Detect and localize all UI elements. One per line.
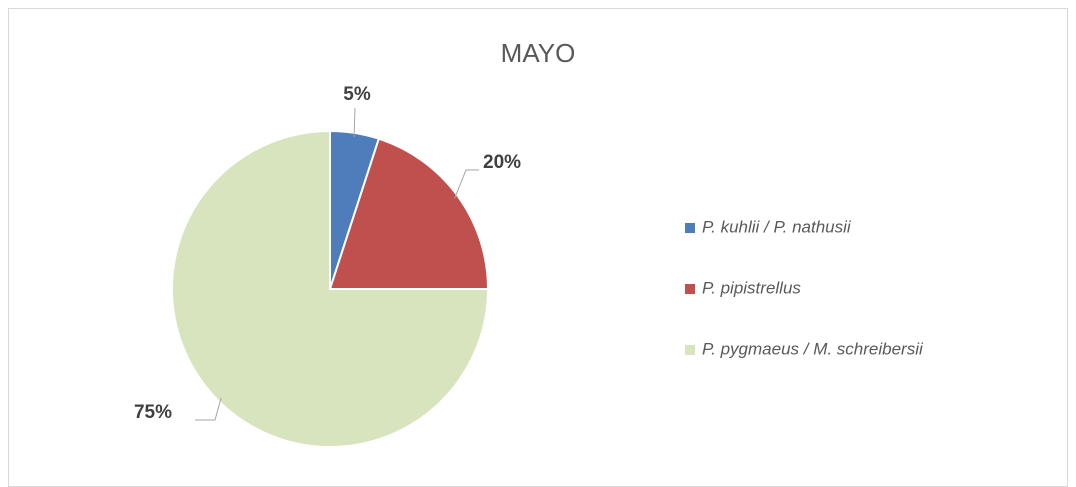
data-label: 20% [483,152,521,173]
legend-label: P. pygmaeus / M. schreibersii [702,339,924,358]
leader-line [195,397,222,421]
pie-slice [171,129,490,448]
leader-line [454,169,479,199]
data-label: 75% [134,402,172,423]
leader-line [353,107,356,137]
data-label: 5% [343,84,371,105]
legend-swatch [685,223,695,233]
legend-swatch [685,345,695,355]
legend-swatch [685,284,695,294]
legend-label: P. pipistrellus [702,278,801,297]
pie-slice [328,137,490,290]
legend-label: P. kuhlii / P. nathusii [702,217,852,236]
chart-title: MAYO [501,38,576,68]
